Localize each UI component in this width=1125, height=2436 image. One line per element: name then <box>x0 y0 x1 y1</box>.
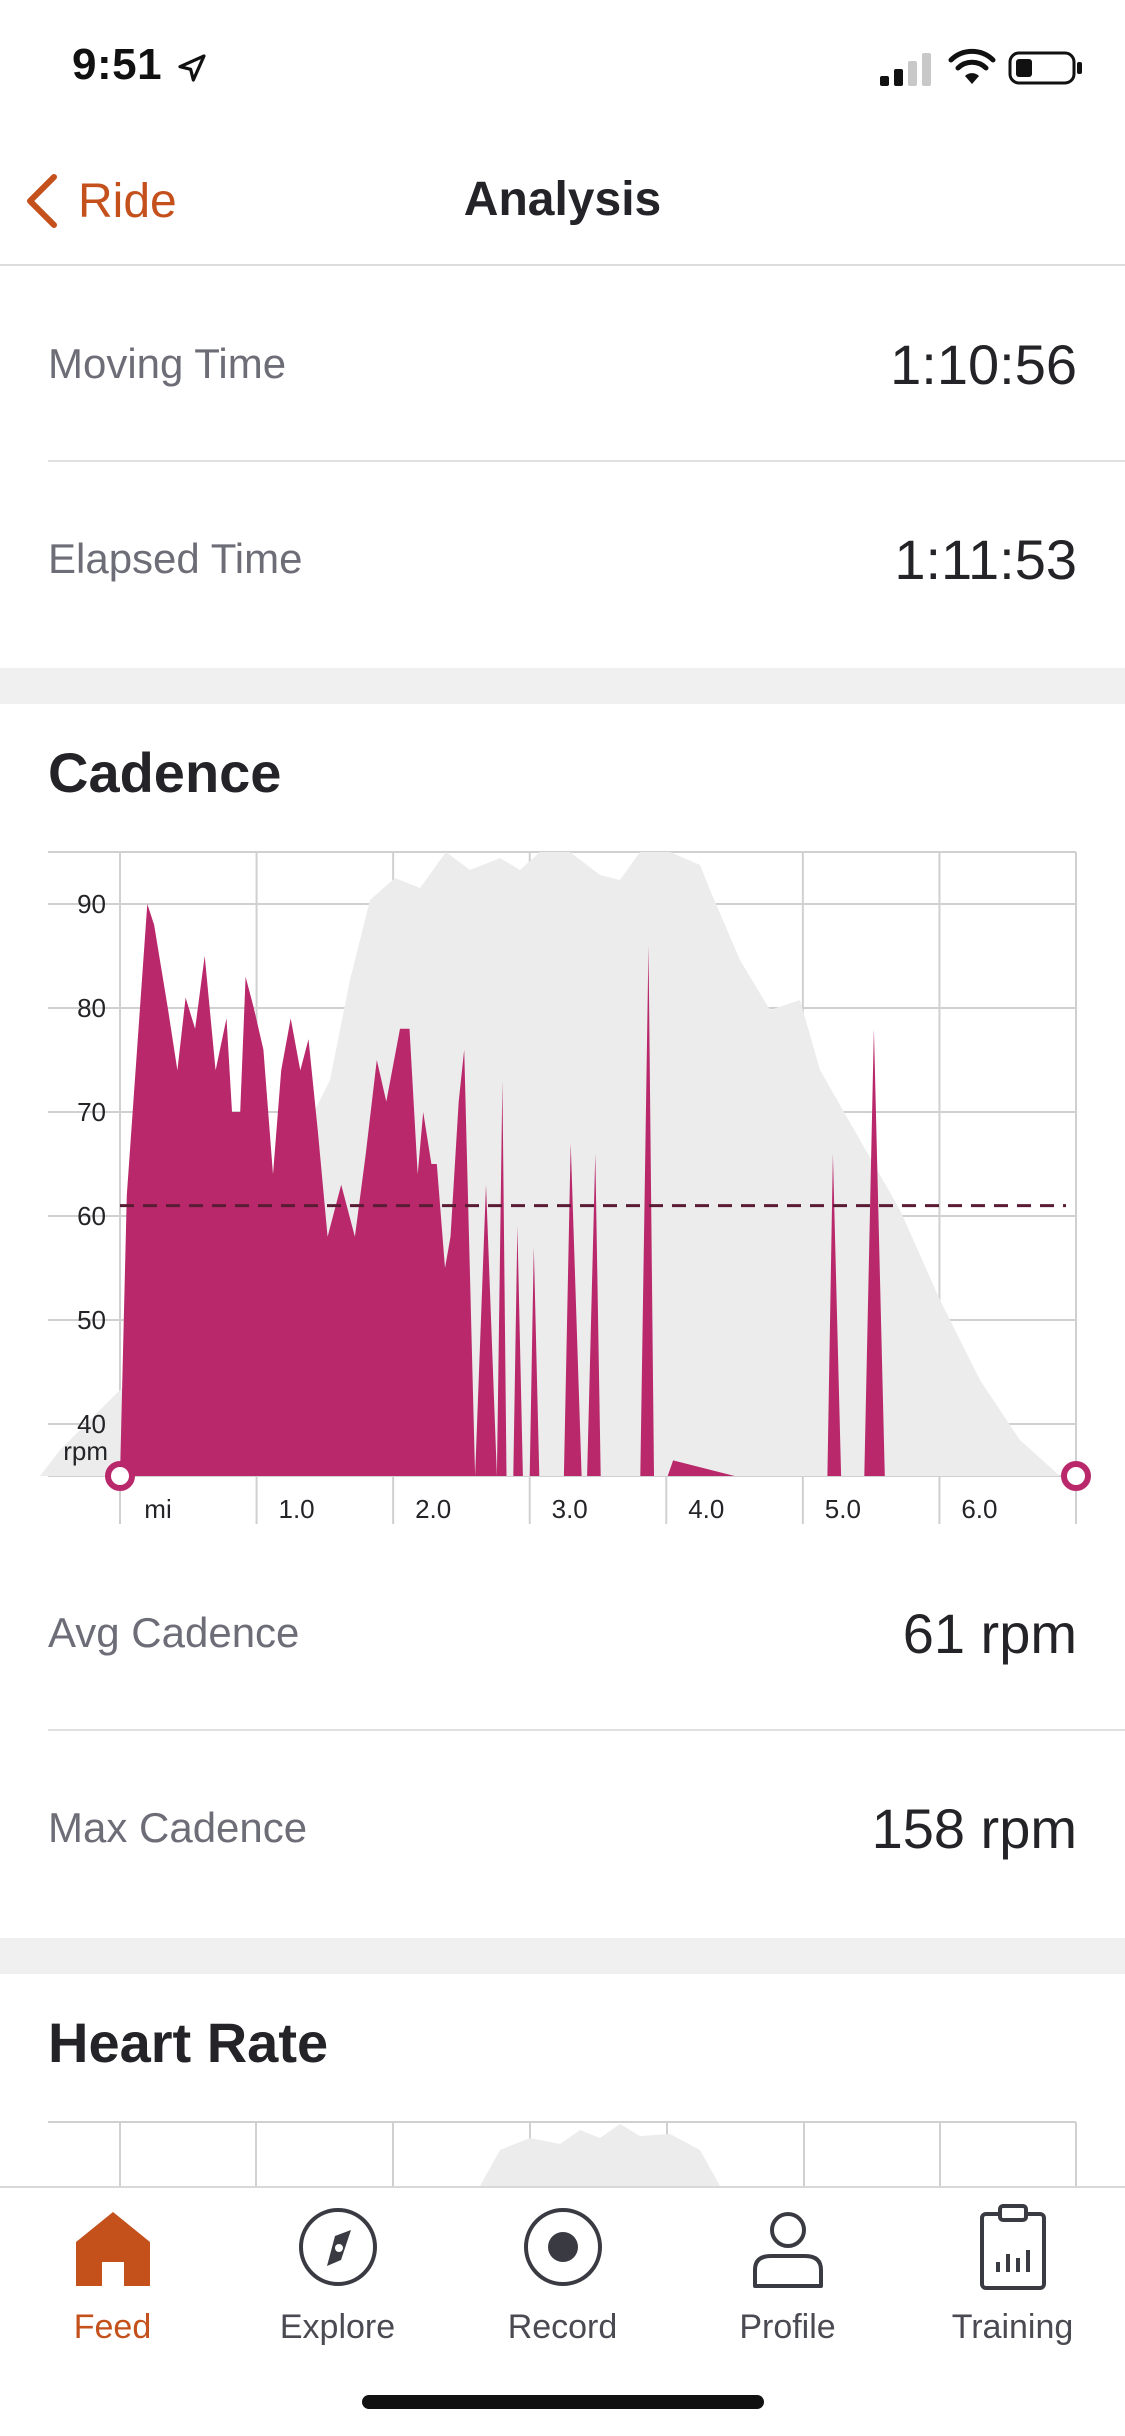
tab-record[interactable]: Record <box>450 2202 675 2372</box>
y-axis-unit-label: rpm <box>63 1436 108 1466</box>
clipboard-icon <box>979 2204 1046 2290</box>
y-tick-label: 40 <box>77 1409 106 1439</box>
x-tick-label: 4.0 <box>688 1494 724 1524</box>
status-bar: 9:51 <box>0 0 1125 136</box>
person-icon <box>752 2212 823 2288</box>
stat-row-avg-cadence: Avg Cadence 61 rpm <box>48 1537 1125 1731</box>
compass-icon <box>298 2208 377 2286</box>
x-tick-label: 1.0 <box>278 1494 314 1524</box>
status-time: 9:51 <box>72 40 163 89</box>
stat-value: 1:10:56 <box>890 332 1077 396</box>
range-handle-right <box>1061 1461 1091 1491</box>
x-tick-label: 6.0 <box>961 1494 997 1524</box>
back-button[interactable]: Ride <box>22 166 177 236</box>
cell-signal-icon <box>880 53 931 86</box>
y-tick-label: 90 <box>77 889 106 919</box>
stat-row-elapsed-time: Elapsed Time 1:11:53 <box>48 462 1125 656</box>
stat-label: Elapsed Time <box>48 535 303 582</box>
stat-value: 1:11:53 <box>894 527 1077 591</box>
tab-label: Feed <box>73 2308 152 2346</box>
y-tick-label: 50 <box>77 1305 106 1335</box>
tab-training[interactable]: Training <box>900 2202 1125 2372</box>
home-indicator <box>362 2395 764 2409</box>
record-icon <box>523 2208 602 2286</box>
back-label: Ride <box>78 174 177 228</box>
stat-label: Moving Time <box>48 340 287 387</box>
tab-explore[interactable]: Explore <box>225 2202 450 2372</box>
stat-value: 61 rpm <box>902 1601 1077 1665</box>
heart-rate-chart-preview[interactable] <box>0 2110 1125 2186</box>
x-axis-unit-label: mi <box>144 1494 171 1524</box>
y-axis-labels: 40 50 60 70 80 90 rpm <box>63 889 108 1466</box>
nav-bar: Ride Analysis <box>0 136 1125 266</box>
page-title: Analysis <box>463 173 662 226</box>
cadence-series-area <box>120 904 1076 1476</box>
tab-label: Record <box>507 2308 618 2346</box>
home-icon <box>75 2212 150 2286</box>
section-divider <box>0 668 1125 704</box>
stat-row-max-cadence: Max Cadence 158 rpm <box>48 1731 1125 1925</box>
stat-label: Avg Cadence <box>48 1609 300 1656</box>
stat-value: 158 rpm <box>871 1796 1077 1860</box>
stat-label: Max Cadence <box>48 1804 308 1851</box>
section-divider <box>0 1938 1125 1974</box>
x-tick-label: 2.0 <box>415 1494 451 1524</box>
y-tick-label: 70 <box>77 1097 106 1127</box>
y-tick-label: 80 <box>77 993 106 1023</box>
tab-bar: Feed Explore Record Profile T <box>0 2186 1125 2436</box>
tab-feed[interactable]: Feed <box>0 2202 225 2372</box>
chevron-left-icon <box>27 174 57 228</box>
x-axis-labels: mi 1.0 2.0 3.0 4.0 5.0 6.0 <box>144 1494 997 1524</box>
x-tick-label: 5.0 <box>825 1494 861 1524</box>
wifi-icon <box>948 48 996 84</box>
range-handle-left <box>105 1461 135 1491</box>
x-tick-label: 3.0 <box>552 1494 588 1524</box>
tab-label: Training <box>951 2308 1074 2346</box>
tab-profile[interactable]: Profile <box>675 2202 900 2372</box>
battery-icon <box>1008 51 1082 85</box>
section-title-heart-rate: Heart Rate <box>48 2011 329 2074</box>
tab-label: Profile <box>739 2308 836 2346</box>
stat-row-moving-time: Moving Time 1:10:56 <box>48 268 1125 462</box>
cadence-chart[interactable]: 40 50 60 70 80 90 rpm mi 1.0 2.0 3.0 4.0 5.0 6.0 <box>0 840 1125 1540</box>
y-tick-label: 60 <box>77 1201 106 1231</box>
section-title-cadence: Cadence <box>48 741 282 804</box>
location-arrow-icon <box>178 54 206 82</box>
tab-label: Explore <box>279 2308 396 2346</box>
